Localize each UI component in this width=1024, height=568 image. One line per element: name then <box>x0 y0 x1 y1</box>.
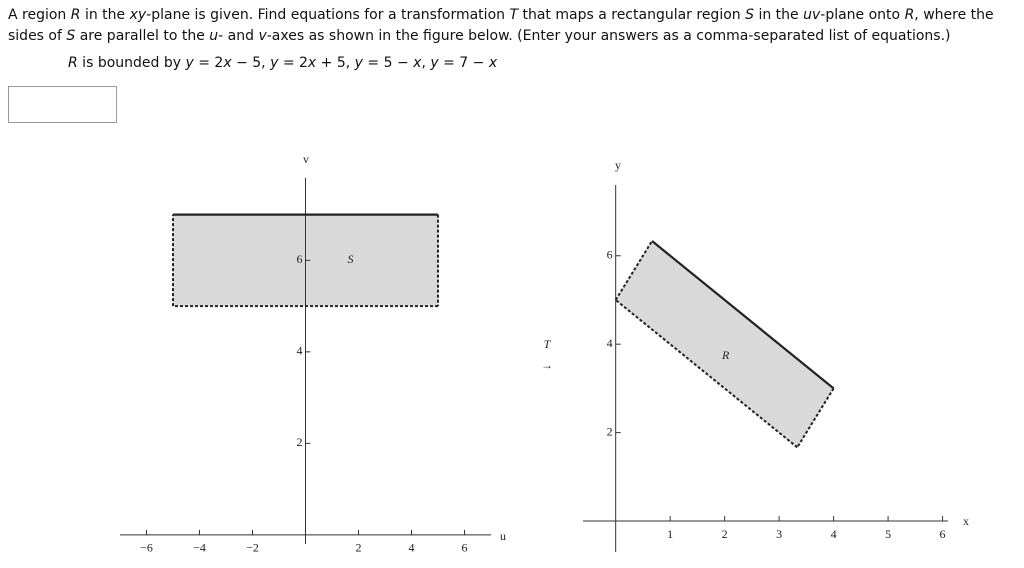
x-tick-label: −2 <box>246 541 259 555</box>
x-tick-label: 3 <box>776 527 782 541</box>
text-run: uv <box>803 7 821 23</box>
text-run: -plane is given. Find equations for a tr… <box>146 7 510 23</box>
y-tick-label: 6 <box>297 252 303 266</box>
y-tick-label: 4 <box>297 344 303 358</box>
text-run: that maps a rectangular region <box>518 7 746 23</box>
text-run: y <box>185 55 194 71</box>
text-run: y <box>354 55 363 71</box>
x-axis-label: x <box>963 514 969 528</box>
text-run: in the <box>754 7 804 23</box>
text-run: S <box>745 7 754 23</box>
text-run: -plane onto <box>820 7 905 23</box>
text-run: A region <box>8 7 71 23</box>
text-run: x <box>488 55 498 71</box>
y-tick-label: 2 <box>297 435 303 449</box>
x-tick-label: 4 <box>831 527 837 541</box>
text-run: x <box>223 55 232 71</box>
y-axis-label: v <box>303 152 309 166</box>
text-run: S <box>66 28 76 44</box>
x-tick-label: 5 <box>885 527 891 541</box>
text-run: R <box>68 55 78 71</box>
text-run: = 2 <box>193 55 224 71</box>
text-run: T <box>509 7 519 23</box>
x-tick-label: −6 <box>140 541 153 555</box>
bounds: R is bounded by y = 2x − 5, y = 2x + 5, … <box>68 55 497 71</box>
text-run: xy <box>129 7 147 23</box>
text-run: = 7 − <box>438 55 489 71</box>
text-run: − 5, <box>231 55 271 71</box>
x-tick-label: 2 <box>356 541 362 555</box>
text-run: = 2 <box>278 55 308 71</box>
text-run: y <box>270 55 279 71</box>
x-tick-label: 2 <box>722 527 728 541</box>
text-run: - and <box>218 28 259 44</box>
text-run: + 5, <box>316 55 355 71</box>
x-tick-label: 6 <box>462 541 468 555</box>
region-edge <box>796 387 835 448</box>
text-run: is bounded by <box>77 55 186 71</box>
text-run: u <box>209 28 219 44</box>
x-tick-label: 6 <box>940 527 946 541</box>
y-tick-label: 6 <box>607 247 613 261</box>
text-run: , where the sides of <box>8 7 994 44</box>
text-run: y <box>430 55 439 71</box>
question: A region R in the xy-plane is given. Fin… <box>8 5 1018 47</box>
text-run: in the <box>80 7 130 23</box>
text-run: v <box>258 28 267 44</box>
transform-label: T <box>544 337 552 351</box>
region-edge <box>614 240 653 301</box>
y-tick-label: 4 <box>607 336 613 350</box>
region <box>615 241 834 448</box>
region-edge <box>615 299 798 449</box>
x-axis-label: u <box>500 529 506 543</box>
text-run: , <box>421 55 431 71</box>
text-run: are parallel to the <box>75 28 210 44</box>
region-edge <box>651 240 835 390</box>
text-run: x <box>307 55 317 71</box>
x-tick-label: 4 <box>409 541 415 555</box>
text-run: R <box>904 7 915 23</box>
y-tick-label: 2 <box>607 424 613 438</box>
text-run: R <box>70 7 81 23</box>
transform-arrow: → <box>541 358 553 372</box>
x-tick-label: −4 <box>193 541 206 555</box>
region-label: S <box>348 252 354 266</box>
x-tick-label: 1 <box>667 527 673 541</box>
text-run: = 5 − <box>362 55 414 71</box>
text-run: x <box>413 55 422 71</box>
region-label: R <box>721 348 730 362</box>
y-axis-label: y <box>615 158 621 172</box>
text-run: -axes as shown in the figure below. (Ent… <box>266 28 951 44</box>
answer-input[interactable] <box>8 86 117 123</box>
